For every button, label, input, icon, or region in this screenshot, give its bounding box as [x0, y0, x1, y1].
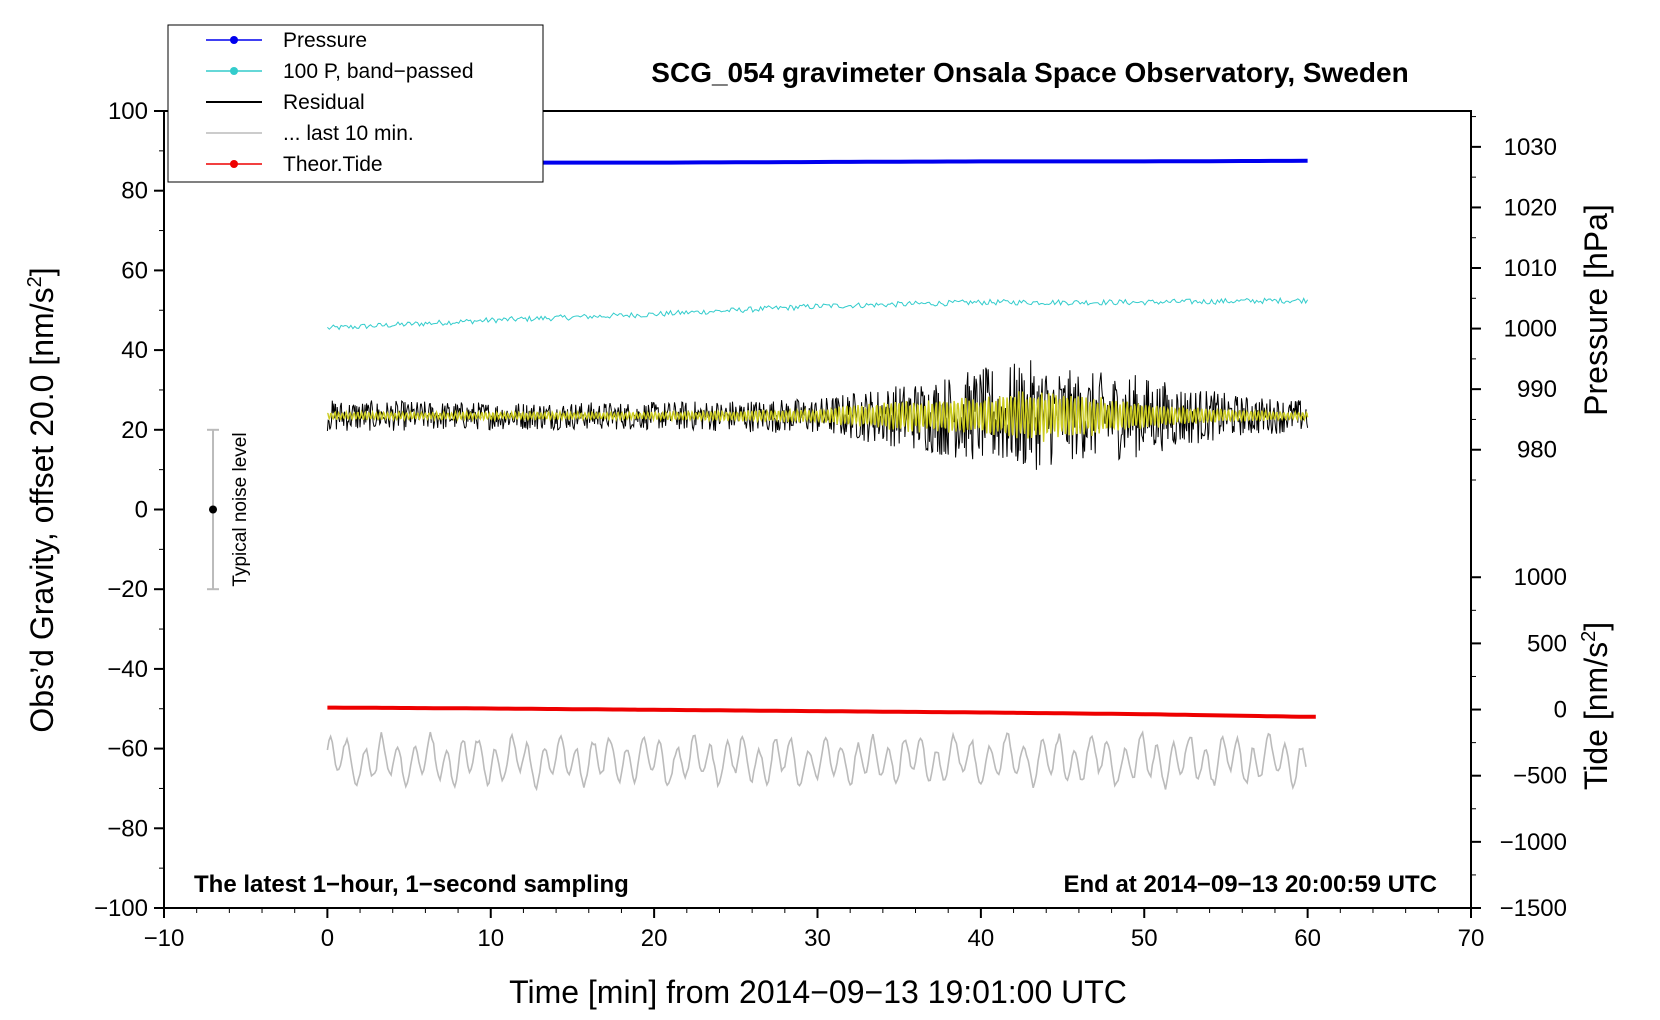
y-tick-label: −100	[94, 895, 148, 922]
annotation-sampling: The latest 1−hour, 1−second sampling	[194, 871, 629, 898]
pressure-tick-label: 1010	[1504, 255, 1557, 282]
legend-label: Theor.Tide	[283, 153, 383, 176]
legend-label: Pressure	[283, 29, 367, 52]
annotation-end-time: End at 2014−09−13 20:00:59 UTC	[1063, 871, 1437, 898]
noise-bar-center-dot	[209, 505, 218, 514]
tide-tick-label: 0	[1554, 697, 1567, 724]
y-axis-title-main-sup: 2	[24, 276, 46, 287]
tide-tick-label: 500	[1527, 630, 1567, 657]
y-axis-title-tide-sup: 2	[1578, 631, 1600, 642]
x-tick-label: 30	[804, 925, 831, 952]
x-tick-label: 70	[1458, 925, 1485, 952]
y-tick-label: −60	[107, 736, 148, 763]
y-tick-label: −80	[107, 815, 148, 842]
series-band-passed-line	[327, 296, 1309, 331]
plot-frame	[163, 110, 1472, 909]
axes-layer: −10 0 10 20 30 40 50 60 70100806040200−20−40−60−…	[94, 98, 1567, 952]
y-tick-label: 0	[135, 497, 148, 524]
legend-swatch-marker	[230, 160, 238, 168]
y-tick-label: 20	[121, 417, 148, 444]
y-tick-label: 80	[121, 178, 148, 205]
pressure-tick-label: 1030	[1504, 134, 1557, 161]
series-layer	[326, 158, 1316, 792]
y-tick-label: 60	[121, 257, 148, 284]
tide-tick-label: 1000	[1514, 564, 1567, 591]
tide-tick-label: −500	[1513, 763, 1567, 790]
tide-tick-label: −1500	[1500, 895, 1567, 922]
x-axis-title: Time [min] from 2014−09−13 19:01:00 UTC	[509, 974, 1127, 1010]
y-tick-label: 100	[108, 98, 148, 125]
x-tick-label: 10	[477, 925, 504, 952]
pressure-tick-label: 1020	[1504, 194, 1557, 221]
y-axis-title-pressure: Pressure [hPa]	[1578, 204, 1614, 416]
x-tick-label: 40	[968, 925, 995, 952]
y-axis-title-tide-tail: ]	[1578, 622, 1614, 631]
series-last-10-min-line	[326, 730, 1307, 792]
legend-swatch-marker	[230, 36, 238, 44]
y-axis-title-main-text: Obs’d Gravity, offset 20.0 [nm/s	[24, 287, 60, 732]
series-residual-smoothed-line	[326, 391, 1309, 442]
x-tick-label: 20	[641, 925, 668, 952]
y-axis-title-tide-text: Tide [nm/s	[1578, 642, 1614, 790]
chart-title: SCG_054 gravimeter Onsala Space Observat…	[651, 57, 1408, 88]
y-tick-label: 40	[121, 337, 148, 364]
legend-box	[167, 24, 544, 183]
y-axis-title-main: Obs’d Gravity, offset 20.0 [nm/s2]	[24, 267, 60, 732]
pressure-tick-label: 990	[1517, 376, 1557, 403]
tide-tick-label: −1000	[1500, 829, 1567, 856]
legend-label: Residual	[283, 91, 365, 114]
y-axis-title-main-tail: ]	[24, 267, 60, 276]
legend: Pressure 100 P, band−passed Residual ... la…	[167, 24, 544, 183]
x-tick-label: 50	[1131, 925, 1158, 952]
pressure-tick-label: 980	[1517, 437, 1557, 464]
y-axis-title-tide: Tide [nm/s2]	[1578, 622, 1614, 790]
legend-label: 100 P, band−passed	[283, 60, 474, 83]
x-tick-label: 60	[1294, 925, 1321, 952]
x-tick-label: −10	[144, 925, 185, 952]
y-tick-label: −20	[107, 576, 148, 603]
pressure-tick-label: 1000	[1504, 316, 1557, 343]
y-tick-label: −40	[107, 656, 148, 683]
noise-bar-label: Typical noise level	[230, 432, 251, 586]
noise-bar: Typical noise level	[207, 428, 251, 591]
series-theor-tide-line	[327, 705, 1316, 719]
x-tick-label: 0	[321, 925, 334, 952]
legend-label: ... last 10 min.	[283, 122, 414, 145]
legend-swatch-marker	[230, 67, 238, 75]
